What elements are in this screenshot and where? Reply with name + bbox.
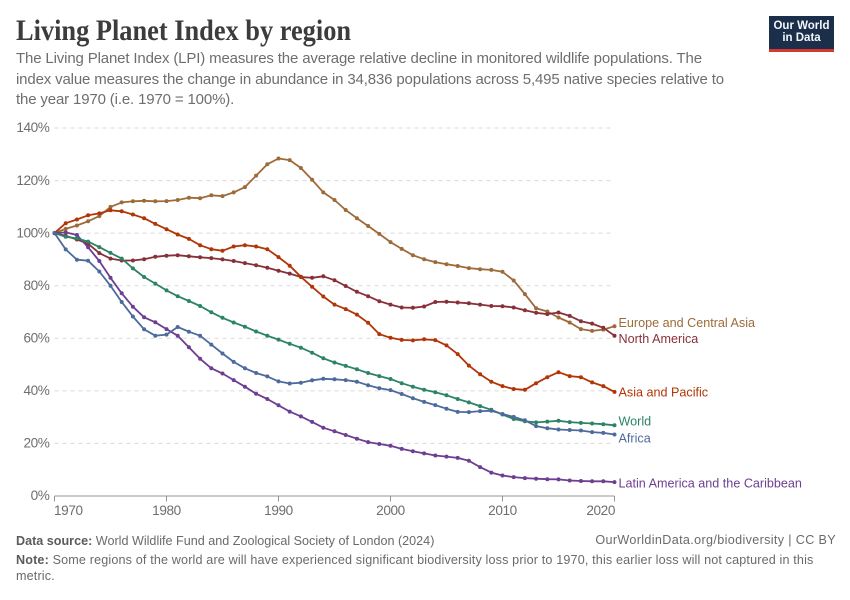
svg-text:North America: North America bbox=[619, 332, 699, 346]
svg-text:Africa: Africa bbox=[619, 432, 651, 446]
svg-text:80%: 80% bbox=[23, 278, 49, 293]
svg-text:1980: 1980 bbox=[152, 503, 181, 518]
svg-text:120%: 120% bbox=[16, 173, 49, 188]
svg-text:40%: 40% bbox=[23, 383, 49, 398]
svg-text:140%: 140% bbox=[16, 120, 49, 135]
svg-text:2020: 2020 bbox=[586, 503, 615, 518]
svg-text:Latin America and the Caribbea: Latin America and the Caribbean bbox=[619, 477, 802, 491]
svg-text:Asia and Pacific: Asia and Pacific bbox=[619, 385, 709, 399]
svg-text:0%: 0% bbox=[31, 488, 50, 503]
svg-text:100%: 100% bbox=[16, 225, 49, 240]
svg-text:2000: 2000 bbox=[376, 503, 405, 518]
svg-text:60%: 60% bbox=[23, 331, 49, 346]
svg-text:1990: 1990 bbox=[264, 503, 293, 518]
svg-text:Europe and Central Asia: Europe and Central Asia bbox=[619, 316, 756, 330]
svg-text:20%: 20% bbox=[23, 436, 49, 451]
svg-text:2010: 2010 bbox=[488, 503, 517, 518]
svg-text:1970: 1970 bbox=[54, 503, 83, 518]
svg-text:World: World bbox=[619, 414, 652, 428]
